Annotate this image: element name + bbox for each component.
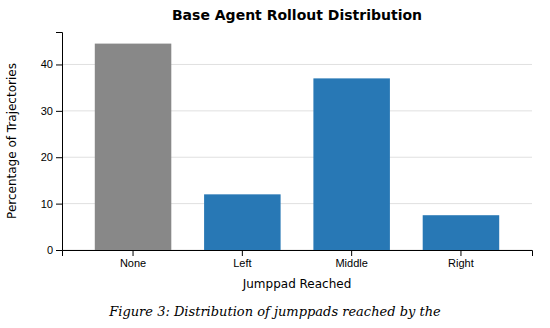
y-tick: 30: [41, 105, 62, 117]
y-tick: 20: [41, 151, 62, 163]
y-label: Percentage of Trajectories: [5, 63, 19, 219]
y-tick-label: 30: [41, 105, 53, 117]
bars: [95, 44, 499, 250]
x-tick-label: Left: [233, 257, 251, 269]
y-axis: 0 10 20 30 40: [41, 33, 63, 257]
y-tick-label: 20: [41, 151, 53, 163]
x-tick-mark: [242, 250, 243, 256]
y-tick-mark: [56, 204, 62, 205]
x-tick: Middle: [335, 250, 367, 269]
bar: [423, 215, 500, 250]
y-tick: 10: [41, 198, 62, 210]
x-tick-mark: [133, 250, 134, 256]
x-axis-line: [63, 251, 533, 257]
y-axis-line: [56, 33, 63, 251]
x-tick-label: Middle: [335, 257, 367, 269]
x-tick-label: Right: [448, 257, 474, 269]
y-tick-label: 40: [41, 58, 53, 70]
x-tick-mark: [351, 250, 352, 256]
x-tick: None: [120, 250, 146, 269]
x-axis: None Left Middle Right: [63, 250, 533, 269]
x-tick-mark: [460, 250, 461, 256]
x-tick: Left: [233, 250, 251, 269]
y-tick-label: 10: [41, 198, 53, 210]
x-tick-label: None: [120, 257, 146, 269]
y-tick-mark: [56, 64, 62, 65]
bar: [95, 44, 172, 250]
chart: 0 10 20 30 40 None Left Middle Right Base Agent R…: [0, 0, 550, 328]
y-tick: 0: [47, 244, 62, 256]
title: Base Agent Rollout Distribution: [172, 7, 422, 23]
y-tick-label: 0: [47, 244, 53, 256]
plot-area: 0 10 20 30 40 None Left Middle Right: [41, 33, 533, 269]
y-tick-mark: [56, 157, 62, 158]
caption: Figure 3: Distribution of jumppads reach…: [108, 304, 441, 319]
y-tick: 40: [41, 58, 62, 70]
y-tick-mark: [56, 250, 62, 251]
x-tick: Right: [448, 250, 474, 269]
bar: [204, 194, 281, 250]
x-label: Jumppad Reached: [242, 277, 352, 291]
bar: [313, 78, 390, 250]
y-tick-mark: [56, 111, 62, 112]
